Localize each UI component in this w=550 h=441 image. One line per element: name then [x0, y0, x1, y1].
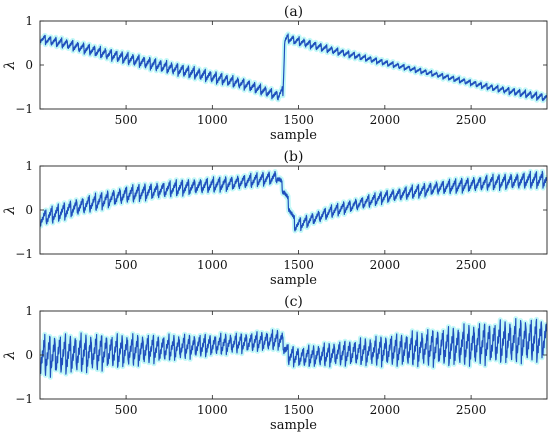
x-tick-label: 2000	[370, 258, 401, 272]
x-tick-label: 1500	[283, 258, 314, 272]
panel-title: (a)	[284, 4, 303, 20]
y-axis-label: λ	[2, 61, 18, 71]
x-axis-label: sample	[270, 128, 317, 143]
x-tick-label: 500	[115, 403, 138, 417]
x-tick-label: 500	[115, 258, 138, 272]
panel-title: (c)	[284, 294, 303, 310]
y-tick-label: 1	[25, 159, 33, 173]
series-line-1	[40, 33, 547, 102]
x-tick-label: 2500	[456, 113, 487, 127]
x-tick-label: 1000	[197, 403, 228, 417]
y-tick-label: 1	[25, 14, 33, 28]
y-tick-label: 0	[25, 203, 33, 217]
x-tick-label: 2500	[456, 403, 487, 417]
y-axis-label: λ	[2, 206, 18, 216]
x-tick-label: 2500	[456, 258, 487, 272]
x-tick-label: 1500	[283, 113, 314, 127]
x-tick-label: 1000	[197, 113, 228, 127]
x-axis-label: sample	[270, 418, 317, 433]
y-tick-label: 0	[25, 58, 33, 72]
panel-3: 500 1000 1500 2000 2500 −1 0 1 (c) sample λ	[2, 294, 548, 433]
series-line-1	[40, 170, 547, 232]
x-tick-label: 1500	[283, 403, 314, 417]
y-tick-label: −1	[15, 392, 33, 406]
y-tick-label: 0	[25, 348, 33, 362]
y-tick-label: −1	[15, 102, 33, 116]
y-axis-label: λ	[2, 351, 18, 361]
x-axis-label: sample	[270, 273, 317, 288]
x-tick-label: 500	[115, 113, 138, 127]
x-tick-label: 1000	[197, 258, 228, 272]
panel-1: 500 1000 1500 2000 2500 −1 0 1 (a) sample λ	[2, 4, 548, 143]
y-tick-label: 1	[25, 304, 33, 318]
panel-2: 500 1000 1500 2000 2500 −1 0 1 (b) sample λ	[2, 149, 548, 288]
x-tick-label: 2000	[370, 403, 401, 417]
x-tick-label: 2000	[370, 113, 401, 127]
y-tick-label: −1	[15, 247, 33, 261]
series-line-1	[40, 318, 547, 378]
panel-title: (b)	[284, 149, 304, 165]
